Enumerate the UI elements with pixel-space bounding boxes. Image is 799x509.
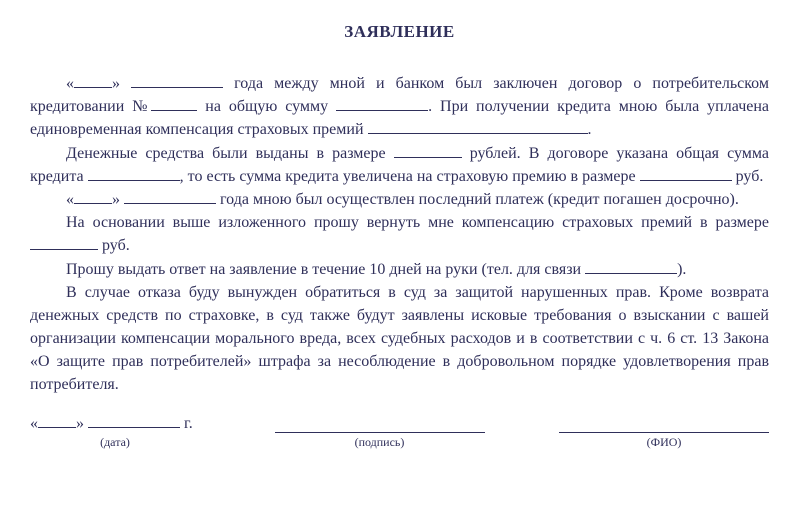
blank-day-2[interactable] <box>74 189 112 204</box>
p4-text-a: На основании выше изложенного прошу верн… <box>66 214 769 231</box>
blank-footer-day[interactable] <box>38 413 76 428</box>
p2-text-c: , то есть сумма кредита увеличена на стр… <box>180 168 640 185</box>
footer-date-close: » <box>76 415 88 432</box>
blank-phone[interactable] <box>585 258 677 273</box>
p5-text-b: ). <box>677 261 686 278</box>
p2-text-d: руб. <box>732 168 764 185</box>
paragraph-3: « » года мною был осуществлен последний п… <box>30 188 769 211</box>
p1-text-d: на общую сумму <box>197 98 336 115</box>
blank-premium[interactable] <box>640 166 732 181</box>
blank-compensation-1[interactable] <box>368 119 588 134</box>
footer-fio-label: (ФИО) <box>559 435 769 450</box>
p3-text-a: « <box>66 191 74 208</box>
footer-date-open: « <box>30 415 38 432</box>
footer: « » г. (дата) (подпись) (ФИО) <box>30 413 769 450</box>
paragraph-6: В случае отказа буду вынужден обратиться… <box>30 281 769 397</box>
footer-sign-label: (подпись) <box>275 435 485 450</box>
p5-text-a: Прошу выдать ответ на заявление в течени… <box>66 261 585 278</box>
blank-fio[interactable] <box>559 418 769 433</box>
footer-year-suffix: г. <box>180 415 193 432</box>
p2-text-a: Денежные средства были выданы в размере <box>66 145 394 162</box>
blank-month-2[interactable] <box>124 189 216 204</box>
blank-signature[interactable] <box>275 418 485 433</box>
document-body: «» года между мной и банком был заключен… <box>30 72 769 397</box>
blank-footer-month[interactable] <box>88 413 180 428</box>
paragraph-4: На основании выше изложенного прошу верн… <box>30 211 769 257</box>
paragraph-1: «» года между мной и банком был заключен… <box>30 72 769 142</box>
blank-day-1[interactable] <box>74 73 112 88</box>
blank-refund-amount[interactable] <box>30 235 98 250</box>
blank-month-1[interactable] <box>131 73 223 88</box>
document-title: ЗАЯВЛЕНИЕ <box>30 22 769 42</box>
p1-text-f: . <box>588 121 592 138</box>
blank-total-sum[interactable] <box>336 96 428 111</box>
footer-date-label: (дата) <box>30 435 200 450</box>
p3-text-c: года мною был осуществлен последний плат… <box>216 191 739 208</box>
p3-text-b: » <box>112 191 124 208</box>
p1-text-a: « <box>66 75 74 92</box>
blank-credit-total[interactable] <box>88 166 180 181</box>
p4-text-b: руб. <box>98 237 130 254</box>
blank-amount-issued[interactable] <box>394 142 462 157</box>
blank-contract-number[interactable] <box>151 96 197 111</box>
paragraph-2: Денежные средства были выданы в размере … <box>30 142 769 188</box>
p1-text-b: » <box>112 75 131 92</box>
paragraph-5: Прошу выдать ответ на заявление в течени… <box>30 258 769 281</box>
